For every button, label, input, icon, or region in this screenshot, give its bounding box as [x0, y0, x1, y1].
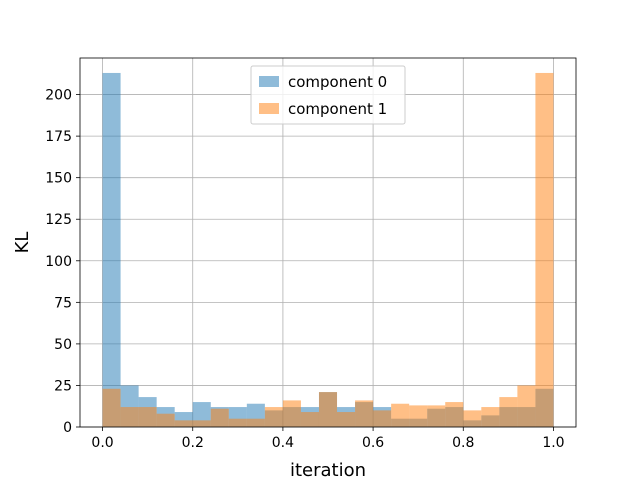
histogram-bar [481, 407, 500, 427]
legend-label-component-1: component 1 [288, 100, 387, 118]
y-tick-label: 0 [63, 420, 72, 436]
y-tick-label: 150 [45, 171, 72, 187]
histogram-bar [337, 412, 356, 427]
y-axis-ticks: 0 25 50 75 100 125 150 175 200 [45, 88, 80, 436]
legend-box [250, 65, 406, 125]
histogram-bar [120, 407, 139, 427]
histogram-bar [156, 413, 175, 427]
series-component-1-bars [102, 72, 554, 427]
histogram-bar [499, 397, 518, 427]
histogram-bar [228, 418, 247, 427]
histogram-bar [318, 392, 338, 427]
histogram-bar [409, 405, 428, 427]
legend-label-component-0: component 0 [288, 73, 387, 91]
x-axis-label: iteration [290, 460, 366, 480]
histogram-bar [427, 405, 446, 427]
x-tick-label: 0.0 [91, 435, 113, 451]
histogram-bar [210, 408, 229, 427]
histogram-bar [535, 72, 554, 427]
histogram-bar [463, 410, 482, 427]
histogram-bar [355, 400, 374, 427]
y-tick-label: 25 [54, 378, 72, 394]
y-tick-label: 125 [45, 212, 72, 228]
histogram-bar [192, 420, 211, 427]
histogram-bar [300, 412, 319, 427]
y-tick-label: 75 [54, 295, 72, 311]
x-tick-label: 0.8 [452, 435, 474, 451]
histogram-bar [264, 407, 283, 427]
histogram-bar [102, 72, 121, 427]
histogram-bar [246, 418, 265, 427]
histogram-bar [102, 388, 121, 427]
legend: component 0 component 1 [250, 65, 406, 125]
y-tick-label: 50 [54, 337, 72, 353]
histogram-bar [391, 403, 410, 427]
histogram-bar [174, 420, 193, 427]
histogram-bar [373, 410, 392, 427]
histogram-bar [517, 385, 536, 427]
x-tick-label: 0.4 [272, 435, 294, 451]
legend-swatch-component-0 [259, 76, 279, 87]
y-tick-label: 100 [45, 254, 72, 270]
histogram-bar [445, 402, 464, 427]
plot-frame [79, 57, 577, 428]
x-tick-label: 0.2 [182, 435, 204, 451]
y-axis-label: KL [12, 232, 33, 254]
histogram-bar [138, 407, 157, 427]
series-component-0-bars [102, 72, 554, 427]
x-tick-label: 1.0 [542, 435, 564, 451]
x-tick-label: 0.6 [362, 435, 384, 451]
y-tick-label: 200 [45, 88, 72, 104]
y-tick-label: 175 [45, 129, 72, 145]
histogram-bar [282, 400, 301, 427]
legend-swatch-component-1 [259, 103, 279, 114]
x-axis-ticks: 0.0 0.2 0.4 0.6 0.8 1.0 [91, 427, 565, 451]
